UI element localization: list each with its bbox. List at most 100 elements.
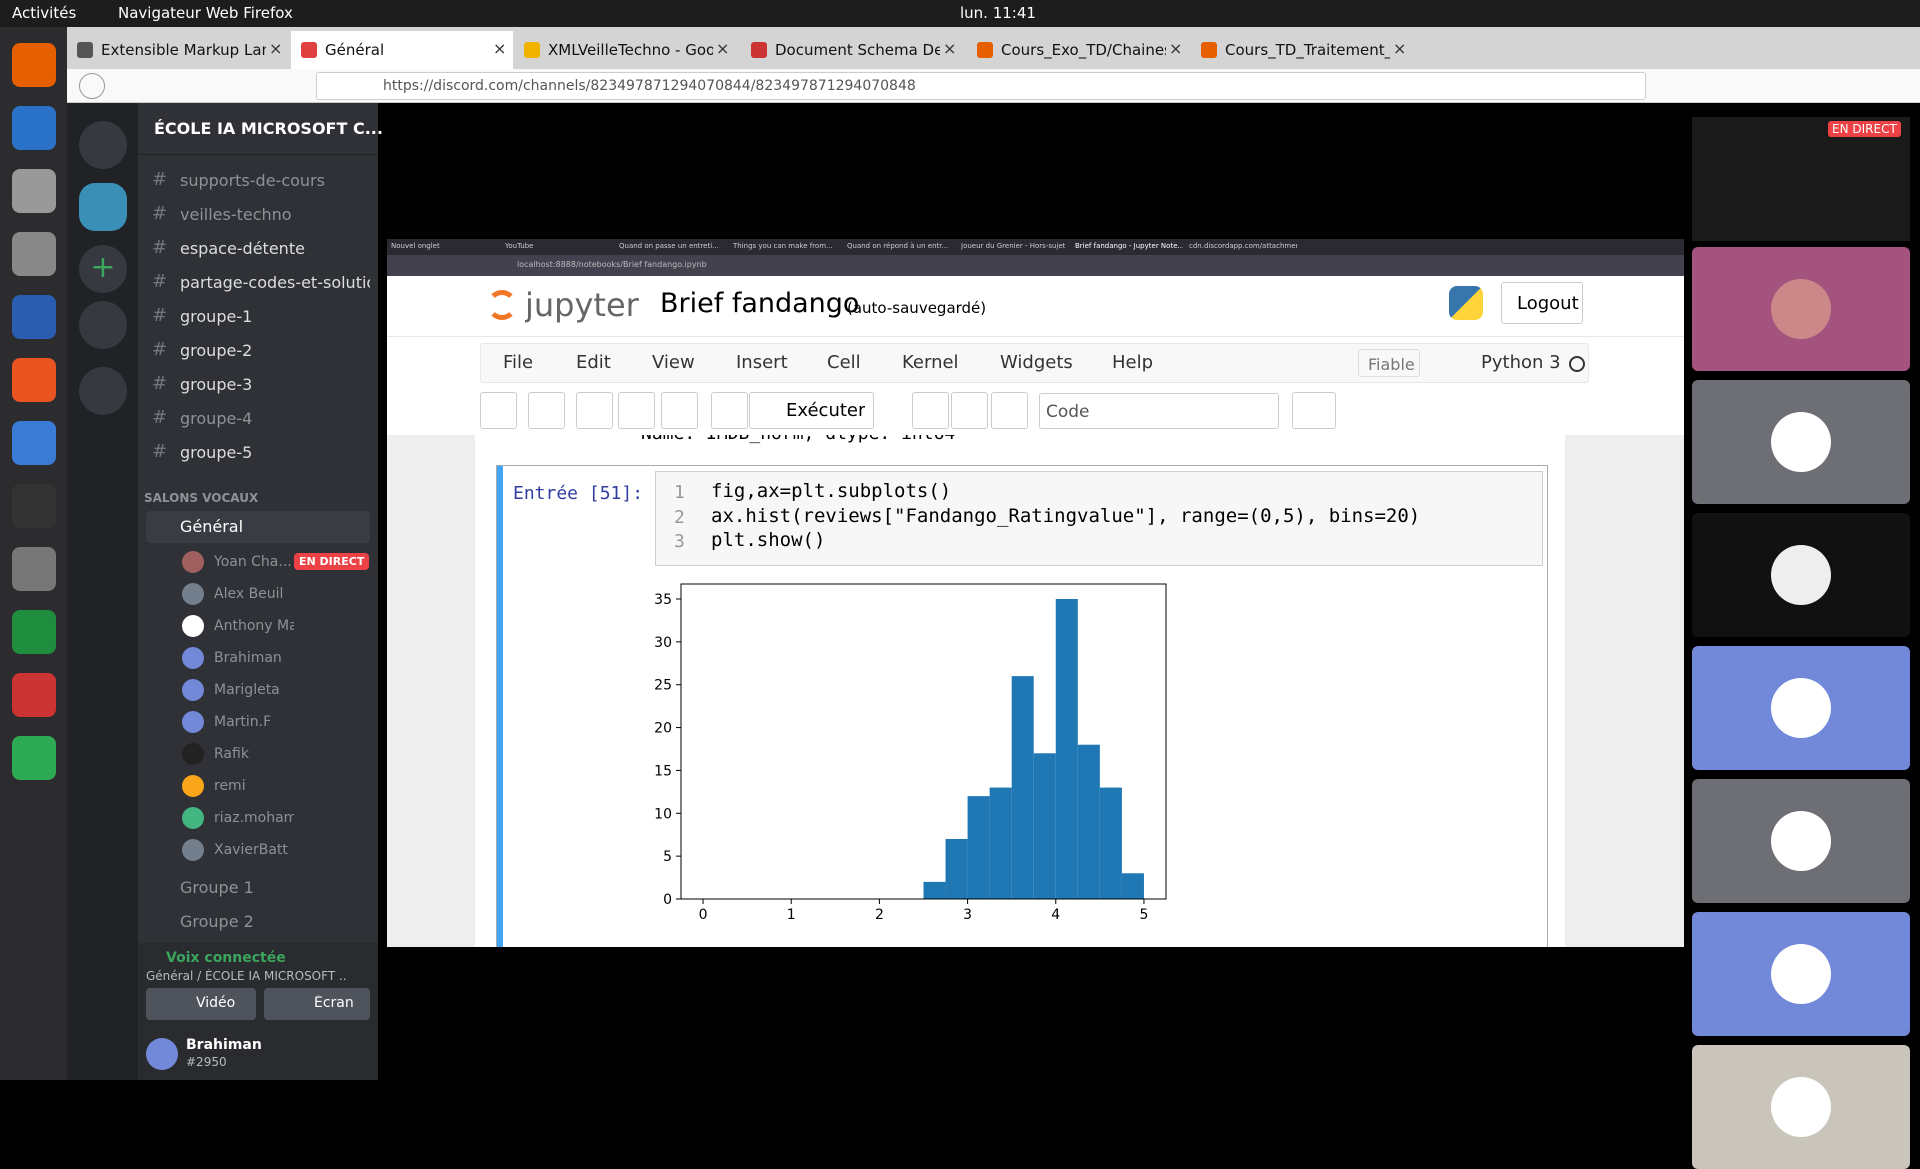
tab-close[interactable]: × xyxy=(269,39,283,58)
browser-tab[interactable]: Document Schema Defi × xyxy=(741,31,963,69)
participant-tile[interactable] xyxy=(1692,380,1910,504)
dock-icon[interactable] xyxy=(12,610,56,654)
text-channel[interactable]: partage-codes-et-solutio... xyxy=(180,273,370,292)
home[interactable] xyxy=(79,121,127,169)
text-channel[interactable]: groupe-4 xyxy=(180,409,253,428)
menu-item[interactable]: View xyxy=(652,352,695,373)
download[interactable] xyxy=(79,367,127,415)
menu-item[interactable]: Kernel xyxy=(902,352,959,373)
channel-hash: # xyxy=(152,339,168,360)
dock-icon[interactable] xyxy=(12,232,56,276)
menu-item[interactable]: Cell xyxy=(827,352,861,373)
toolbar-button[interactable] xyxy=(576,392,613,429)
nav-bar: https://discord.com/channels/82349787129… xyxy=(67,69,1920,103)
active-voice[interactable]: Général xyxy=(146,511,370,543)
browser-tab[interactable]: XMLVeilleTechno - Googl × xyxy=(514,31,736,69)
text-channel[interactable]: supports-de-cours xyxy=(180,171,325,190)
text-channel[interactable]: groupe-3 xyxy=(180,375,253,394)
menu-item[interactable]: Insert xyxy=(736,352,788,373)
participant-tile[interactable] xyxy=(1692,646,1910,770)
stream-preview[interactable]: EN DIRECT xyxy=(1692,117,1910,241)
toolbar-button[interactable] xyxy=(711,392,748,429)
toolbar-button[interactable] xyxy=(991,392,1028,429)
menu-item[interactable]: File xyxy=(503,352,534,373)
server-icon[interactable] xyxy=(79,183,127,231)
menu-item[interactable]: Widgets xyxy=(1000,352,1073,373)
toolbar-button[interactable] xyxy=(528,392,565,429)
tab-icon xyxy=(1201,42,1217,58)
app-menu[interactable]: Navigateur Web Firefox xyxy=(118,4,293,22)
member-name[interactable]: Brahiman xyxy=(214,650,282,666)
activities[interactable]: Activités xyxy=(12,4,77,22)
participant-tile[interactable] xyxy=(1692,513,1910,637)
text-channel[interactable]: groupe-1 xyxy=(180,307,253,326)
member-name[interactable]: riaz.mohammad xyxy=(214,810,294,826)
text-channel[interactable]: veilles-techno xyxy=(180,205,292,224)
browser-tab[interactable]: Cours_Exo_TD/Chaines_(× xyxy=(967,31,1189,69)
member-name[interactable]: Rafik xyxy=(214,746,249,762)
browser-tab[interactable]: Général × xyxy=(291,31,513,69)
dock-icon[interactable] xyxy=(12,106,56,150)
member-name[interactable]: Anthony Marais xyxy=(214,618,294,634)
hist-bar xyxy=(1033,753,1056,899)
dock-icon[interactable] xyxy=(12,484,56,528)
text-channel[interactable]: espace-détente xyxy=(180,239,305,258)
participant-tile[interactable] xyxy=(1692,779,1910,903)
url-field[interactable]: https://discord.com/channels/82349787129… xyxy=(316,72,1646,100)
tab-close[interactable]: × xyxy=(493,39,507,58)
dock-icon[interactable] xyxy=(12,358,56,402)
toolbar-button[interactable] xyxy=(951,392,988,429)
add-server[interactable]: + xyxy=(79,245,127,293)
dock-icon[interactable] xyxy=(12,43,56,87)
participant-tile[interactable] xyxy=(1692,912,1910,1036)
member-name[interactable]: remi xyxy=(214,778,246,794)
member-name[interactable]: Yoan Cha... xyxy=(214,554,292,570)
dock-icon[interactable] xyxy=(12,295,56,339)
video-button[interactable]: Vidéo xyxy=(146,988,256,1020)
member-name[interactable]: Alex Beuil xyxy=(214,586,284,602)
explore[interactable] xyxy=(79,301,127,349)
inner-url: localhost:8888/notebooks/Brief fandango.… xyxy=(517,260,707,269)
menu-item[interactable]: Help xyxy=(1112,352,1154,373)
toolbar-button[interactable] xyxy=(912,392,949,429)
code-cell[interactable] xyxy=(496,465,1548,947)
member-name[interactable]: Marigleta xyxy=(214,682,280,698)
member-name[interactable]: Martin.F xyxy=(214,714,272,730)
back-button[interactable] xyxy=(79,73,105,99)
dock-icon[interactable] xyxy=(12,169,56,213)
toolbar-button[interactable] xyxy=(1292,392,1336,429)
dock-icon[interactable] xyxy=(12,736,56,780)
browser-tab[interactable]: Extensible Markup Lang × xyxy=(67,31,289,69)
user-avatar[interactable] xyxy=(146,1038,178,1070)
run-button[interactable]: Exécuter xyxy=(749,392,874,429)
tab-close[interactable]: × xyxy=(1393,39,1407,58)
tab-close[interactable]: × xyxy=(943,39,957,58)
text-channel[interactable]: groupe-5 xyxy=(180,443,253,462)
server-header[interactable]: ÉCOLE IA MICROSOFT C... xyxy=(138,103,383,155)
toolbar-button[interactable] xyxy=(480,392,517,429)
voice-channel[interactable]: Groupe 1 xyxy=(180,878,254,897)
cell-type-select[interactable]: Code xyxy=(1039,393,1279,429)
trusted[interactable]: Fiable xyxy=(1358,349,1420,377)
tab-close[interactable]: × xyxy=(716,39,730,58)
menu-item[interactable]: Edit xyxy=(576,352,611,373)
dock-icon[interactable] xyxy=(12,421,56,465)
logout-button[interactable]: Logout xyxy=(1501,282,1583,324)
notebook-title[interactable]: Brief fandango xyxy=(660,288,860,319)
dock-icon[interactable] xyxy=(12,673,56,717)
member-name[interactable]: XavierBatt xyxy=(214,842,288,858)
screen-button[interactable]: Écran xyxy=(264,988,370,1020)
participant-tile[interactable] xyxy=(1692,247,1910,371)
code-editor[interactable]: 1 fig,ax=plt.subplots() 2 ax.hist(reviews["… xyxy=(655,471,1543,566)
participant-tile[interactable] xyxy=(1692,1045,1910,1169)
tab-close[interactable]: × xyxy=(1169,39,1183,58)
tab-title: Cours_TD_Traitement_C xyxy=(1225,41,1390,59)
browser-tab[interactable]: Cours_TD_Traitement_C × xyxy=(1191,31,1413,69)
clock[interactable]: lun. 11:41 xyxy=(960,4,1036,22)
toolbar-button[interactable] xyxy=(661,392,698,429)
dock-icon[interactable] xyxy=(12,547,56,591)
jupyter-wordmark[interactable]: jupyter xyxy=(525,286,639,324)
voice-channel[interactable]: Groupe 2 xyxy=(180,912,254,931)
text-channel[interactable]: groupe-2 xyxy=(180,341,253,360)
toolbar-button[interactable] xyxy=(618,392,655,429)
